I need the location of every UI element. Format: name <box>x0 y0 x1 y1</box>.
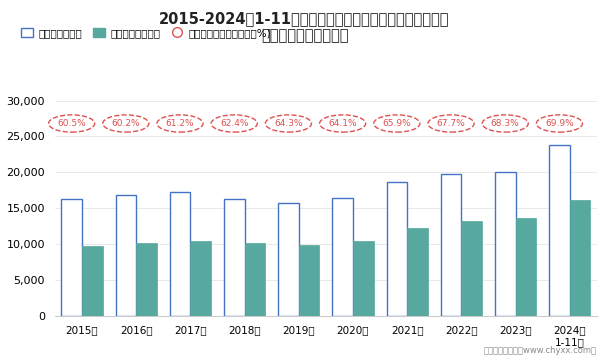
Bar <box>245 243 265 316</box>
Bar <box>387 182 407 316</box>
Text: 60.5%: 60.5% <box>57 119 86 128</box>
Bar <box>333 198 353 316</box>
Bar <box>495 172 515 316</box>
Text: 64.1%: 64.1% <box>328 119 357 128</box>
Bar <box>441 174 462 316</box>
Text: 61.2%: 61.2% <box>166 119 194 128</box>
Bar <box>570 200 590 316</box>
Text: 制图：智研咨询（www.chyxx.com）: 制图：智研咨询（www.chyxx.com） <box>484 346 597 355</box>
Bar <box>190 241 211 316</box>
Bar <box>224 199 244 316</box>
Text: 65.9%: 65.9% <box>382 119 411 128</box>
Text: 69.9%: 69.9% <box>545 119 574 128</box>
Text: 2015-2024年1-11月铁路、船舶、航空航天和其他运输设备
制造业企业资产统计图: 2015-2024年1-11月铁路、船舶、航空航天和其他运输设备 制造业企业资产… <box>159 11 450 43</box>
Text: 64.3%: 64.3% <box>274 119 303 128</box>
Text: 60.2%: 60.2% <box>111 119 140 128</box>
Bar <box>353 241 373 316</box>
Bar <box>298 245 319 316</box>
Bar <box>116 195 136 316</box>
Bar <box>407 228 428 316</box>
Bar <box>278 203 299 316</box>
Text: 67.7%: 67.7% <box>437 119 465 128</box>
Legend: 总资产（亿元）, 流动资产（亿元）, 流动资产占总资产比率（%): 总资产（亿元）, 流动资产（亿元）, 流动资产占总资产比率（%) <box>16 24 275 42</box>
Bar <box>170 192 190 316</box>
Text: 62.4%: 62.4% <box>220 119 248 128</box>
Bar <box>62 199 82 316</box>
Bar <box>136 243 157 316</box>
Bar <box>82 246 102 316</box>
Bar <box>515 218 536 316</box>
Bar <box>462 221 482 316</box>
Bar <box>549 145 570 316</box>
Text: 68.3%: 68.3% <box>491 119 519 128</box>
